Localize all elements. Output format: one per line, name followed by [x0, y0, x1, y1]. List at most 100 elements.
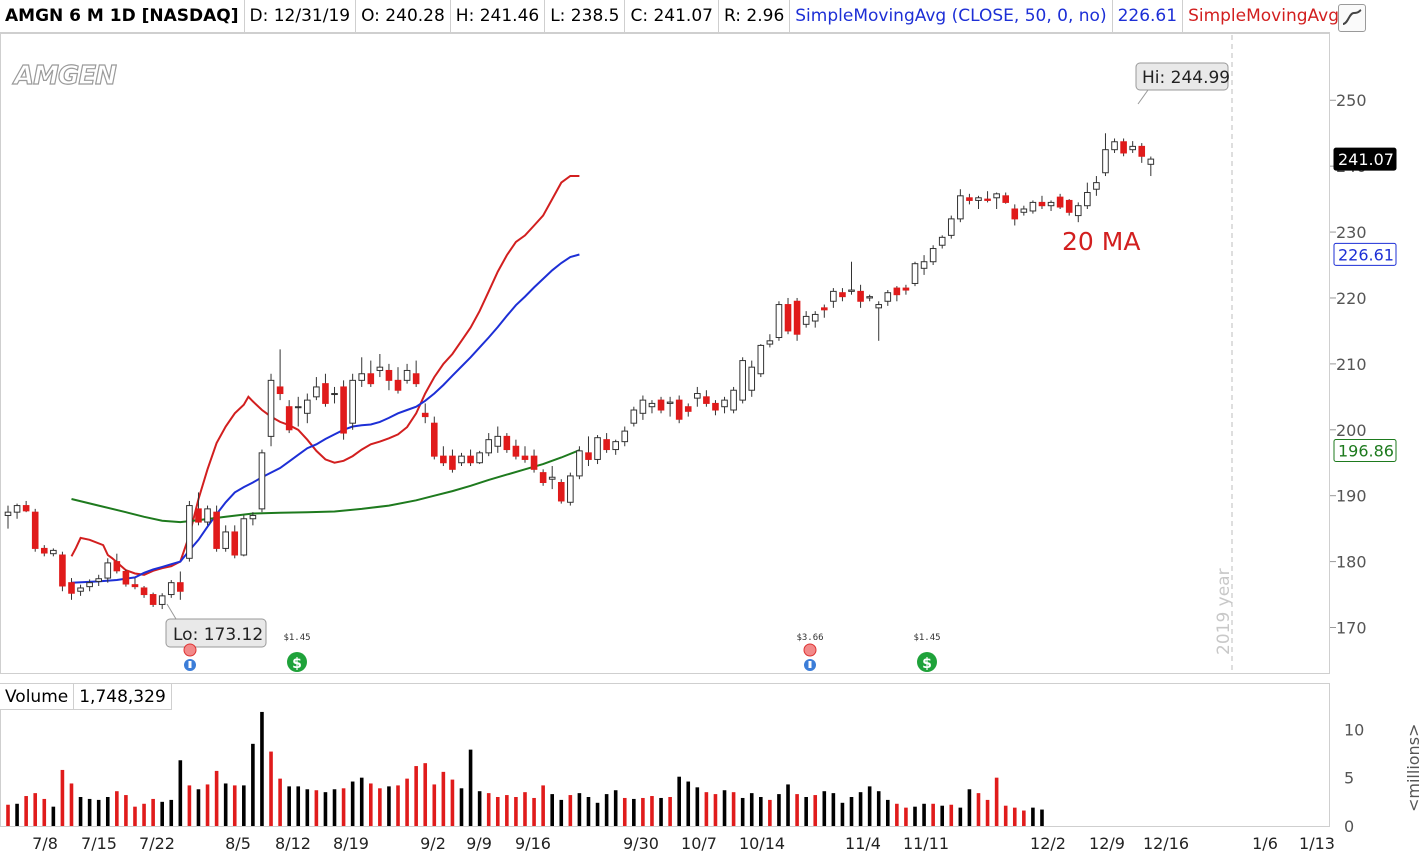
candle-body — [104, 562, 112, 579]
volume-tick-label: 0 — [1344, 817, 1354, 836]
candle — [848, 261, 855, 295]
sma50-study-value: 226.61 — [1113, 0, 1184, 32]
dividend-icon[interactable]: $1.45 $ — [913, 633, 941, 672]
volume-bar — [931, 803, 935, 826]
candle-body — [657, 399, 665, 411]
volume-bar — [650, 796, 654, 826]
price-tick-label: 230 — [1336, 223, 1367, 242]
candle — [539, 469, 547, 486]
ma20-annotation: 20 MA — [1062, 227, 1140, 256]
low-callout: Lo: 173.12 — [165, 603, 267, 648]
candle-body — [594, 437, 601, 460]
candle — [1074, 202, 1082, 223]
price-panel[interactable] — [0, 33, 1330, 674]
volume-bar — [759, 797, 763, 826]
candle-body — [95, 578, 103, 582]
candle — [358, 357, 366, 387]
volume-bar — [849, 797, 854, 826]
candle-body — [694, 393, 701, 399]
last-price-tag-text: 241.07 — [1338, 150, 1394, 169]
volume-panel[interactable] — [0, 683, 1330, 827]
candle-body — [920, 261, 928, 269]
candle — [258, 449, 266, 513]
volume-bar — [613, 790, 618, 826]
volume-bar — [432, 784, 437, 826]
volume-bar — [60, 769, 65, 826]
earnings-icon[interactable] — [183, 643, 197, 671]
volume-bar — [677, 776, 681, 826]
symbol-label[interactable]: AMGN 6 M 1D [NASDAQ] — [0, 0, 245, 32]
volume-bar — [205, 784, 210, 826]
low-callout-pointer — [166, 603, 177, 620]
volume-bar — [604, 794, 609, 826]
earnings-icon[interactable]: $3.66 — [796, 633, 824, 671]
date-tick-label: 10/7 — [681, 834, 717, 853]
volume-bar — [169, 799, 174, 826]
candle-body — [394, 379, 402, 391]
candle — [666, 396, 674, 417]
price-tick-label: 210 — [1336, 355, 1367, 374]
candle-body — [485, 439, 493, 454]
sma50-price-tag: 226.61 — [1333, 242, 1397, 266]
high-callout-pointer — [1137, 89, 1149, 105]
event-label: $1.45 — [283, 633, 310, 643]
candle — [975, 195, 982, 209]
candle-body — [22, 505, 30, 512]
candle — [476, 450, 483, 465]
volume-bar — [514, 797, 518, 826]
date-tick-label: 7/15 — [81, 834, 117, 853]
volume-bar — [323, 792, 328, 826]
sma200-price-tag-box — [1333, 438, 1397, 462]
volume-bar — [895, 803, 899, 826]
info-marker-glyph — [188, 661, 192, 668]
candle-body — [966, 197, 973, 201]
candle-body — [766, 340, 774, 345]
date-tick-label: 8/5 — [225, 834, 251, 853]
volume-bar — [369, 783, 373, 826]
chart-style-button[interactable] — [1338, 4, 1366, 32]
candle — [920, 255, 928, 275]
candle — [884, 290, 892, 306]
candle — [603, 433, 610, 453]
dollar-glyph: $ — [922, 656, 932, 672]
candle — [449, 449, 456, 473]
date-tick-label: 11/4 — [845, 834, 881, 853]
volume-bar — [187, 785, 192, 826]
candle-body — [1011, 208, 1019, 220]
price-tick-label: 220 — [1336, 289, 1367, 308]
candle-body — [784, 304, 792, 332]
close-readout: C: 241.07 — [625, 0, 719, 32]
candle — [122, 569, 130, 587]
candle — [684, 403, 692, 417]
volume-bar — [595, 802, 600, 826]
candle — [59, 551, 66, 592]
candle-body — [458, 455, 465, 464]
volume-bar — [51, 806, 56, 826]
sma50-study-label[interactable]: SimpleMovingAvg (CLOSE, 50, 0, no) — [790, 0, 1113, 32]
volume-bar — [232, 785, 237, 826]
candle — [1029, 200, 1037, 214]
volume-bar — [559, 799, 564, 826]
candle-body — [240, 518, 248, 556]
candle-body — [1147, 158, 1155, 165]
volume-bar — [1040, 809, 1044, 826]
volume-bar — [15, 803, 19, 826]
sma-more-study-label[interactable]: SimpleMovingAvg ... — [1188, 6, 1361, 26]
date-tick-label: 7/22 — [139, 834, 175, 853]
volume-bar — [541, 785, 545, 826]
candle — [40, 545, 48, 557]
candle-body — [947, 218, 955, 236]
dividend-icon[interactable]: $1.45 $ — [283, 633, 311, 672]
candle-body — [703, 396, 710, 404]
volume-bar — [813, 795, 818, 826]
candle-body — [567, 475, 574, 503]
volume-legend: Volume 1,748,329 — [0, 684, 172, 710]
volume-bar — [505, 795, 509, 826]
volume-bar — [296, 786, 301, 826]
candle-body — [467, 455, 474, 464]
volume-bar — [378, 788, 382, 826]
volume-bar — [885, 799, 890, 826]
candle-body — [258, 452, 266, 510]
candle — [50, 548, 57, 557]
volume-bar — [105, 797, 110, 826]
